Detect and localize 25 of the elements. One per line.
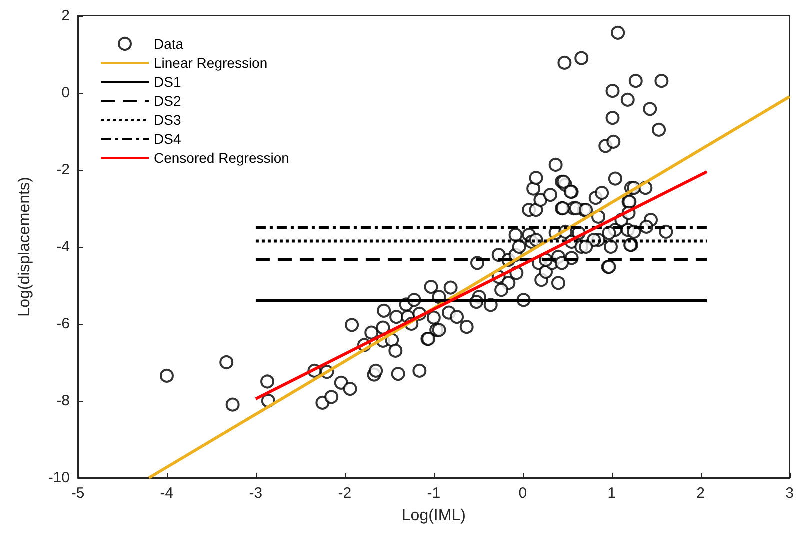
x-tick-label: -2 (338, 485, 352, 502)
x-tick-label: -1 (427, 485, 441, 502)
x-tick-label: -4 (160, 485, 174, 502)
legend-label: DS1 (154, 74, 182, 90)
legend-label: Censored Regression (154, 150, 290, 166)
legend-label: DS4 (154, 131, 182, 147)
x-tick-label: -5 (71, 485, 85, 502)
legend-label: DS2 (154, 93, 182, 109)
y-tick-label: 0 (62, 84, 70, 102)
y-tick-label: 2 (62, 8, 70, 24)
legend-label: DS3 (154, 112, 182, 128)
y-axis-title: Log(displacements) (16, 177, 34, 317)
y-tick-label: -8 (56, 392, 70, 410)
legend-label: Data (154, 36, 184, 52)
x-axis-title: Log(IML) (402, 508, 466, 524)
x-tick-label: 3 (786, 485, 794, 502)
x-tick-label: -3 (249, 485, 263, 502)
y-tick-label: -6 (56, 316, 70, 332)
x-tick-label: 2 (696, 485, 706, 502)
x-tick-label: 1 (608, 485, 616, 502)
y-tick-label: -4 (56, 238, 70, 256)
x-tick-label: 0 (518, 485, 528, 502)
legend-label: Linear Regression (154, 55, 268, 71)
y-tick-label: -2 (56, 162, 70, 178)
y-tick-label: -10 (48, 470, 70, 486)
